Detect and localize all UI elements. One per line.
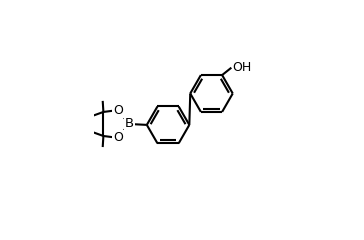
Text: O: O <box>113 131 123 144</box>
Text: B: B <box>125 117 134 131</box>
Text: O: O <box>113 104 123 117</box>
Text: OH: OH <box>232 61 252 74</box>
